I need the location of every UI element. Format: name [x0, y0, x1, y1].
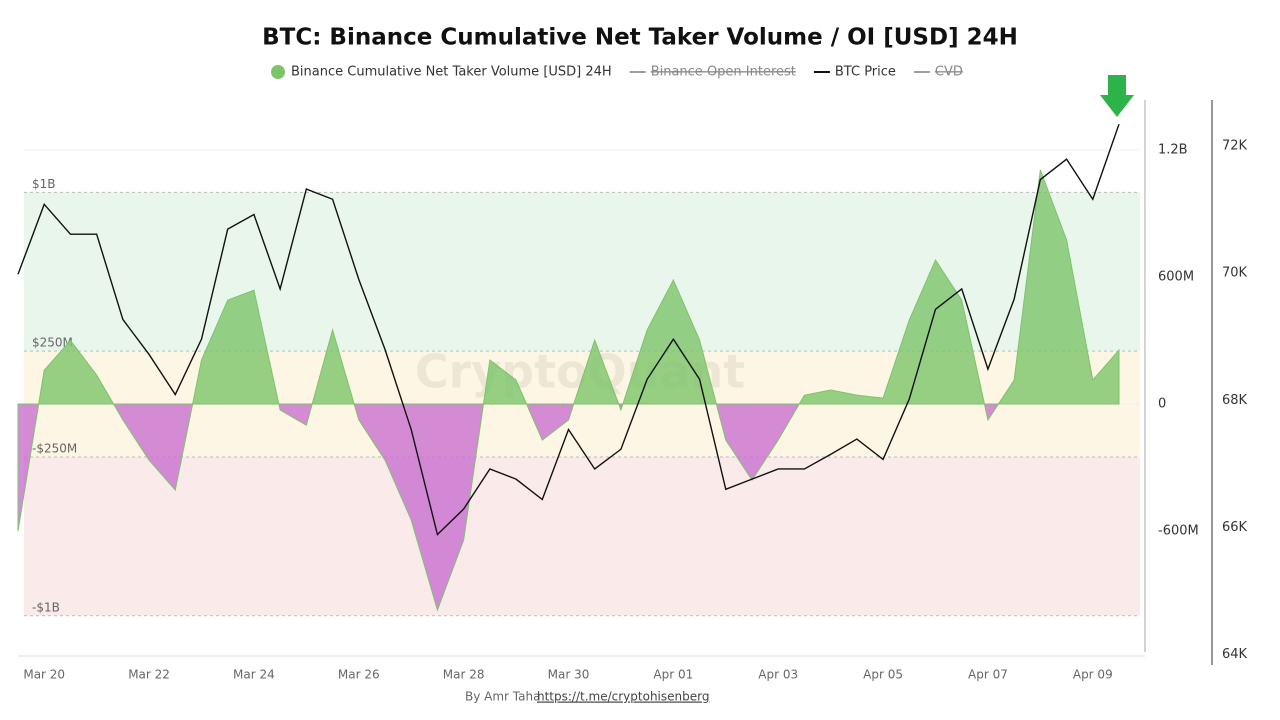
- y2-tick-label: 70K: [1222, 266, 1248, 281]
- x-tick-label: Mar 28: [443, 668, 485, 682]
- legend-label[interactable]: Binance Open Interest: [651, 65, 796, 80]
- x-tick-label: Apr 01: [653, 668, 693, 682]
- footer-author: By Amr Taha: [465, 690, 540, 704]
- x-tick-label: Mar 22: [128, 668, 170, 682]
- y-tick-label: 0: [1158, 397, 1166, 412]
- zones: $1B $250M -$250M -$1B: [24, 100, 1140, 656]
- chart-title: BTC: Binance Cumulative Net Taker Volume…: [262, 25, 1018, 51]
- x-tick-label: Apr 05: [863, 668, 903, 682]
- band-label: $250M: [32, 336, 73, 350]
- y-tick-label: -600M: [1158, 524, 1199, 539]
- x-tick-label: Apr 03: [758, 668, 798, 682]
- x-tick-label: Mar 26: [338, 668, 380, 682]
- band-label: $1B: [32, 177, 56, 191]
- x-tick-label: Apr 07: [968, 668, 1008, 682]
- zone: [24, 615, 1140, 656]
- arrow: [1100, 75, 1134, 117]
- y-tick-label: 600M: [1158, 270, 1194, 285]
- legend: Binance Cumulative Net Taker Volume [USD…: [271, 65, 963, 80]
- x-tick-label: Mar 24: [233, 668, 275, 682]
- band-label: -$250M: [32, 441, 77, 455]
- zone: [24, 100, 1140, 193]
- zone: [24, 456, 1140, 616]
- legend-label[interactable]: BTC Price: [835, 65, 896, 80]
- x-tick-label: Mar 30: [548, 668, 590, 682]
- y-tick-label: 1.2B: [1158, 142, 1188, 157]
- legend-label[interactable]: CVD: [935, 65, 963, 80]
- legend-label[interactable]: Binance Cumulative Net Taker Volume [USD…: [291, 65, 612, 80]
- y2-tick-label: 72K: [1222, 138, 1248, 153]
- net-taker-area: [17, 169, 1120, 612]
- x-tick-label: Apr 09: [1073, 668, 1113, 682]
- price-line: [17, 123, 1120, 536]
- zone: [24, 192, 1140, 352]
- legend-marker: [271, 65, 285, 79]
- y2-tick-label: 64K: [1222, 647, 1248, 662]
- footer-link[interactable]: https://t.me/cryptohisenberg: [537, 690, 709, 704]
- x-tick-label: Mar 20: [23, 668, 65, 682]
- band-label: -$1B: [32, 600, 60, 614]
- y2-tick-label: 68K: [1222, 393, 1248, 408]
- y2-tick-label: 66K: [1222, 520, 1248, 535]
